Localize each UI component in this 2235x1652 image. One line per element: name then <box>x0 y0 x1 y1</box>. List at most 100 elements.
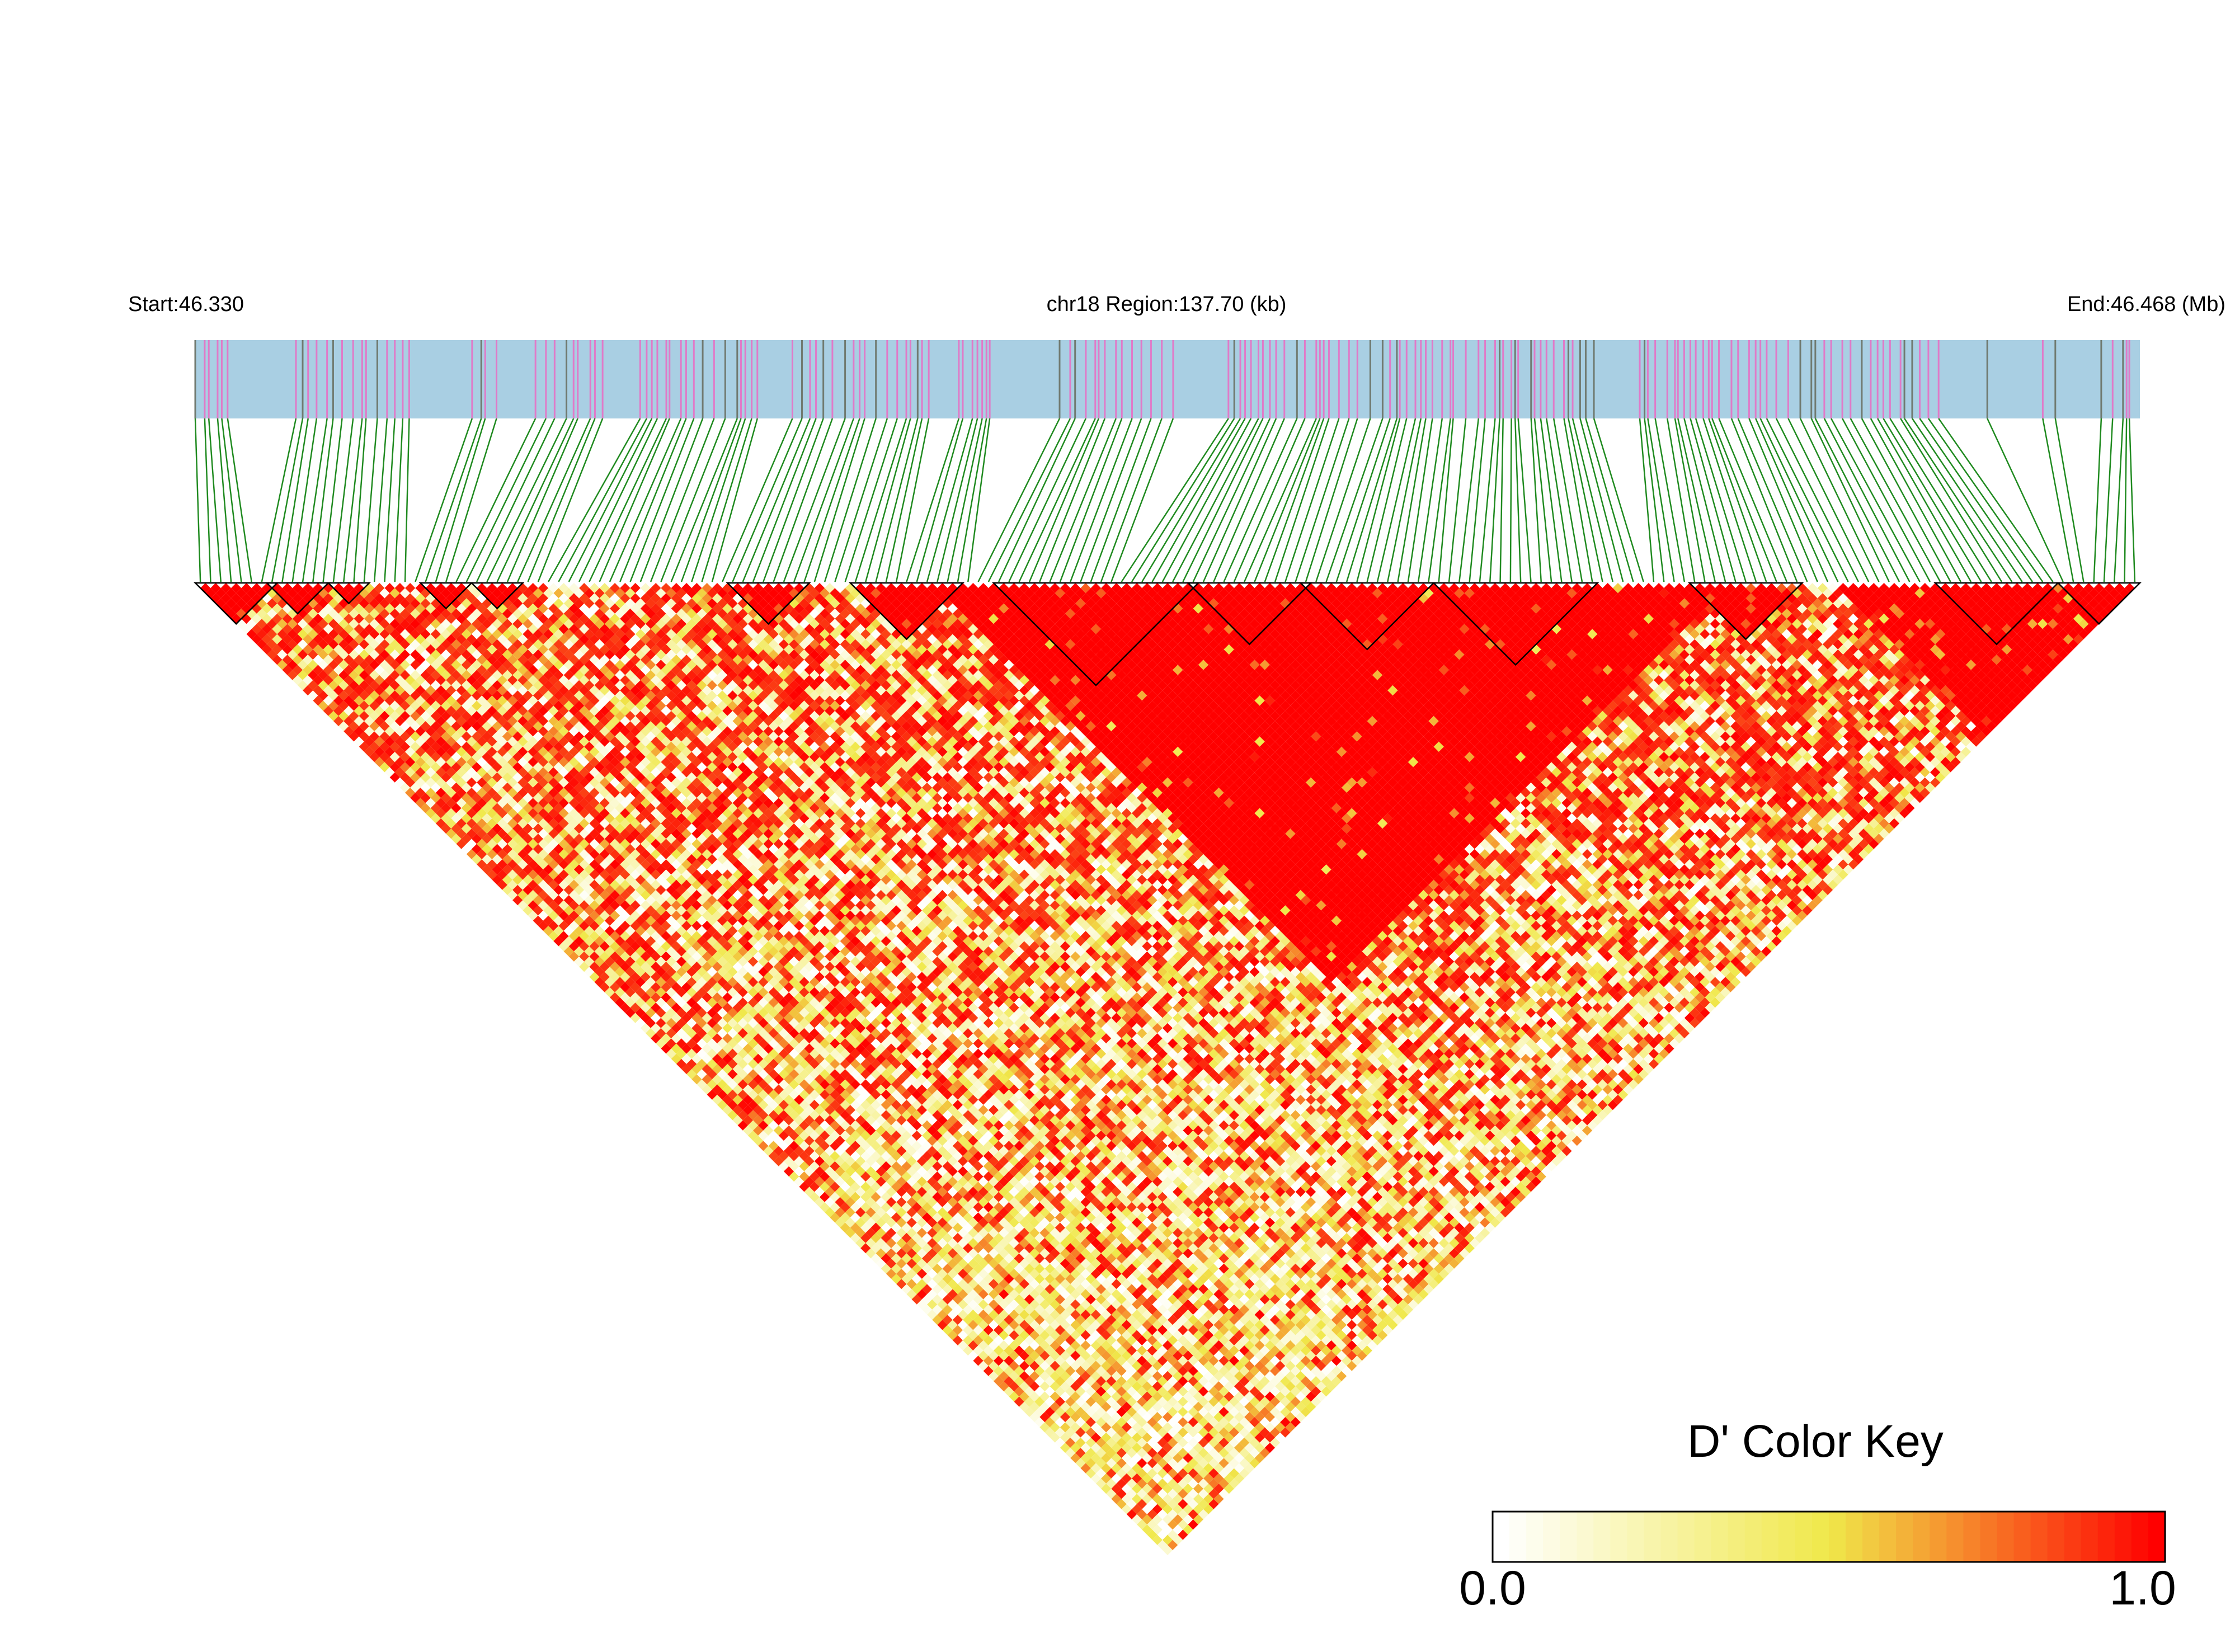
ld-cell <box>732 1105 743 1116</box>
ld-cell <box>988 1371 999 1381</box>
ld-cell <box>200 583 211 594</box>
ld-cell <box>727 1079 738 1090</box>
ld-cell <box>461 844 472 854</box>
ld-cell <box>328 710 339 721</box>
ld-cell <box>523 895 533 906</box>
ld-cell <box>886 1237 897 1249</box>
snp-connector-line <box>1356 418 1401 582</box>
ld-cell <box>732 1074 743 1085</box>
ld-cell <box>1121 1494 1132 1504</box>
ld-cell <box>958 1309 968 1320</box>
ld-cell <box>313 685 323 696</box>
ld-cell <box>246 629 257 639</box>
ld-cell <box>906 1268 917 1279</box>
ld-cell <box>932 1284 943 1295</box>
ld-cell <box>344 705 354 716</box>
ld-cell <box>579 931 590 942</box>
snp-connector-line <box>476 418 556 582</box>
ld-cell <box>656 1028 666 1039</box>
snp-connector-line <box>1861 418 1951 582</box>
ld-cell <box>256 608 267 619</box>
ld-cell <box>1162 1514 1173 1525</box>
ld-cell <box>814 1197 825 1207</box>
ld-cell <box>364 746 375 757</box>
ld-cell <box>538 900 549 911</box>
snp-connector-line <box>1737 418 1808 582</box>
ld-cell <box>835 1197 845 1207</box>
ld-cell <box>676 1058 687 1069</box>
ld-cell <box>702 1084 712 1095</box>
ld-cell <box>487 829 497 839</box>
ld-cell <box>860 1212 871 1223</box>
snp-connector-line <box>1458 418 1480 582</box>
ld-cell <box>794 1146 804 1156</box>
ld-cell <box>507 859 518 870</box>
ld-cell <box>548 910 559 921</box>
ld-cell <box>1157 1529 1168 1540</box>
snp-connector-line <box>680 418 742 582</box>
ld-cell <box>916 1279 928 1289</box>
ld-cell <box>789 1130 799 1141</box>
ld-cell <box>292 655 303 665</box>
ld-cell <box>712 1074 723 1085</box>
ld-cell <box>707 1058 717 1069</box>
ld-cell <box>988 1340 999 1351</box>
ld-cell <box>374 746 385 757</box>
ld-cell <box>697 1079 707 1090</box>
ld-cell <box>272 655 283 665</box>
snp-connector-line <box>947 418 983 582</box>
snp-connector-line <box>1499 418 1504 582</box>
snp-connector-line <box>384 418 396 582</box>
ld-cell <box>691 1074 702 1085</box>
ld-cell <box>707 1089 717 1100</box>
ld-cell <box>845 1227 855 1238</box>
ld-cell <box>435 798 446 808</box>
ld-cell <box>656 1038 666 1049</box>
ld-cell <box>1162 1524 1173 1535</box>
ld-cell <box>661 1033 671 1044</box>
snp-connector-line <box>1571 418 1614 582</box>
ld-cell <box>691 1043 702 1054</box>
ld-cell <box>891 1243 902 1254</box>
ld-cell <box>855 1217 866 1228</box>
snp-connector-line <box>1540 418 1563 582</box>
ld-cell <box>277 660 288 670</box>
ld-cell <box>241 593 252 604</box>
ld-cell <box>635 977 646 987</box>
ld-cell <box>1106 1468 1117 1479</box>
ld-cell <box>615 977 625 987</box>
ld-cell <box>860 1232 871 1243</box>
ld-cell <box>466 829 477 839</box>
ld-cell <box>482 834 492 844</box>
ld-cell <box>1065 1447 1076 1458</box>
ld-cell <box>441 803 451 813</box>
ld-cell <box>942 1315 953 1325</box>
ld-cell <box>1142 1494 1152 1504</box>
ld-cell <box>630 1003 641 1013</box>
ld-cell <box>502 874 513 885</box>
ld-cell <box>758 1099 769 1110</box>
ld-cell <box>492 864 502 875</box>
snp-connector-line <box>1141 418 1241 582</box>
ld-cell <box>952 1315 963 1325</box>
ld-cell <box>379 741 390 752</box>
ld-cell <box>477 859 487 870</box>
ld-cell <box>225 598 237 609</box>
ld-cell <box>666 1048 676 1059</box>
ld-cell <box>978 1350 989 1361</box>
ld-cell <box>937 1299 948 1310</box>
ld-cell <box>947 1299 958 1310</box>
snp-connector-line <box>1579 418 1624 582</box>
ld-cell <box>287 660 298 670</box>
snp-connector-line <box>1552 418 1583 582</box>
ld-cell <box>512 864 523 875</box>
ld-cell <box>640 1013 651 1023</box>
ld-cell <box>497 849 507 859</box>
ld-cell <box>553 936 564 947</box>
ld-cell <box>225 588 237 599</box>
ld-cell <box>210 593 221 604</box>
ld-cell <box>1075 1437 1086 1448</box>
ld-cell <box>303 644 313 655</box>
ld-cell <box>410 751 421 763</box>
ld-cell <box>512 854 523 865</box>
